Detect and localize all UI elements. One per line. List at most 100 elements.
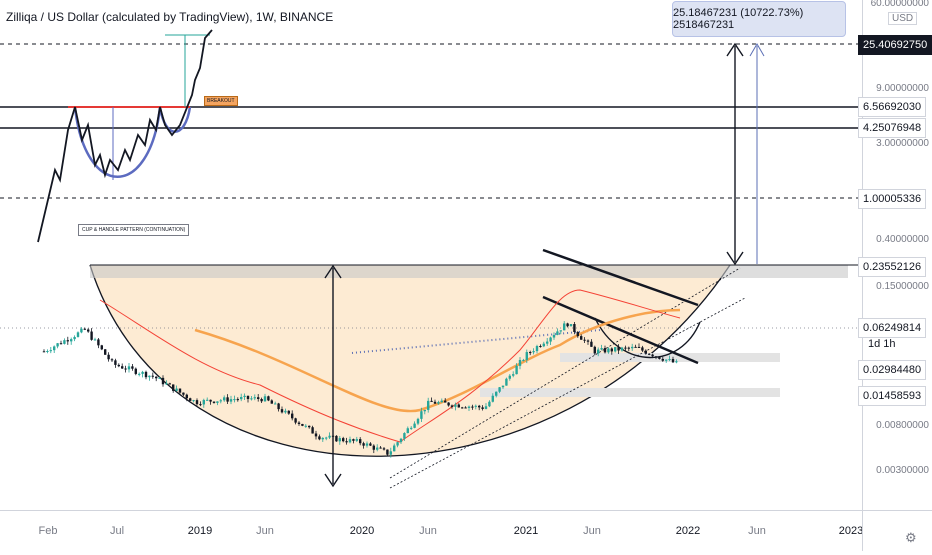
candle-body	[416, 418, 420, 424]
candle-body	[250, 398, 253, 400]
x-tick: Jul	[109, 525, 125, 537]
candle-body	[219, 400, 222, 402]
candle-body	[284, 410, 287, 413]
handle-curve	[594, 317, 701, 359]
candle-body	[294, 418, 297, 423]
candle-body	[165, 383, 168, 385]
candle-body	[583, 339, 586, 341]
candle-body	[148, 375, 151, 378]
price-axis[interactable]: 60.00000000 9.00000000 3.00000000 0.4000…	[862, 0, 932, 510]
candle-body	[620, 347, 624, 351]
handle-channel-top	[542, 248, 699, 307]
y-tick: 0.00300000	[876, 465, 929, 476]
x-tick: Jun	[256, 525, 274, 537]
candle-body	[331, 435, 335, 437]
candle-body	[338, 438, 341, 442]
candle-body	[56, 343, 59, 347]
candle-body	[389, 451, 392, 455]
candle-body	[481, 407, 484, 409]
height-arrow-bottom	[324, 473, 342, 488]
candle-body	[403, 433, 406, 439]
candle-body	[413, 423, 416, 428]
candle-body	[304, 425, 307, 427]
candle-body	[206, 399, 209, 401]
candle-body	[76, 332, 80, 337]
candle-body	[563, 323, 566, 331]
x-tick: Feb	[38, 525, 58, 537]
candle-body	[454, 404, 457, 407]
candle-body	[267, 396, 270, 401]
candle-body	[464, 407, 467, 409]
candle-body	[158, 377, 161, 379]
candle-body	[335, 435, 338, 442]
candle-body	[42, 351, 46, 353]
candle-body	[155, 376, 158, 379]
candle-body	[535, 346, 539, 352]
price-label-one: 1.00005336	[858, 189, 927, 209]
candle-body	[658, 356, 661, 359]
candle-body	[321, 437, 324, 440]
candle-body	[423, 409, 426, 412]
candle-body	[447, 402, 450, 406]
candle-body	[352, 439, 355, 441]
candle-body	[627, 347, 630, 349]
candle-body	[590, 341, 593, 347]
candle-body	[257, 397, 260, 400]
candle-body	[243, 395, 246, 398]
x-tick: Jun	[419, 525, 437, 537]
currency-badge[interactable]: USD	[888, 12, 918, 25]
candle-body	[253, 397, 256, 399]
candle-body	[226, 397, 229, 402]
candle-body	[134, 368, 137, 374]
candle-body	[427, 400, 430, 410]
candle-body	[648, 353, 651, 355]
candle-body	[488, 401, 491, 407]
candle-body	[539, 346, 542, 348]
candle-body	[185, 394, 188, 399]
candle-body	[505, 378, 508, 386]
candle-body	[665, 359, 668, 361]
candle-body	[440, 400, 443, 403]
candle-body	[161, 377, 165, 385]
candle-body	[542, 343, 545, 347]
candle-body	[393, 445, 396, 452]
y-tick: 60.00000000	[870, 0, 929, 9]
x-tick: Jun	[583, 525, 601, 537]
candle-body	[46, 351, 49, 353]
candle-body	[63, 340, 66, 344]
support-zone-2	[480, 388, 780, 397]
time-axis[interactable]: Feb Jul 2019 Jun 2020 Jun 2021 Jun 2022 …	[0, 510, 863, 551]
x-tick: 2022	[675, 525, 701, 537]
candle-body	[457, 404, 460, 408]
cup-fill	[90, 265, 730, 457]
price-label-last: 0.06249814	[858, 318, 927, 338]
candle-body	[556, 331, 559, 335]
candle-body	[532, 351, 535, 353]
candle-body	[614, 347, 617, 352]
resistance-zone	[90, 265, 848, 278]
measure-label[interactable]: 25.18467231 (10722.73%) 2518467231	[672, 1, 846, 37]
candle-body	[287, 410, 290, 414]
candle-body	[376, 447, 379, 450]
gear-icon[interactable]: ⚙	[905, 530, 917, 545]
candle-body	[474, 405, 477, 407]
candle-body	[586, 340, 590, 342]
candle-body	[53, 346, 56, 351]
ma-long	[194, 308, 681, 413]
candle-body	[661, 358, 664, 361]
candle-body	[73, 336, 76, 340]
candles	[42, 321, 678, 458]
candle-body	[280, 409, 284, 413]
price-label-handle-high: 6.56692030	[858, 97, 927, 117]
candle-body	[654, 356, 658, 358]
candle-body	[546, 341, 549, 344]
candle-body	[498, 387, 501, 392]
chart-title: Zilliqa / US Dollar (calculated by Tradi…	[6, 10, 334, 24]
candle-body	[471, 406, 474, 408]
candle-body	[644, 350, 647, 354]
candle-body	[216, 401, 219, 403]
candle-body	[362, 443, 365, 446]
candle-body	[580, 336, 583, 340]
